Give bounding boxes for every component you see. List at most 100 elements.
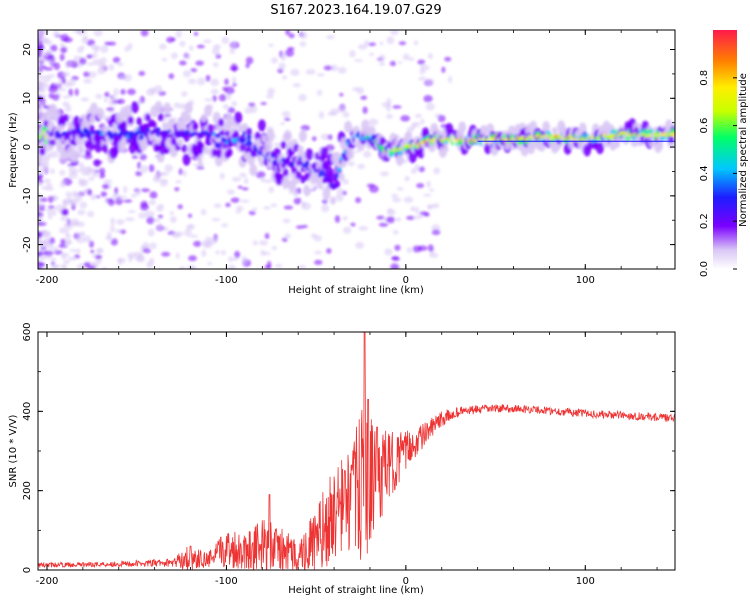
- spectrogram-noise-cell: [50, 257, 57, 262]
- spectrogram-noise-cell: [245, 56, 254, 65]
- spectrogram-ridge-cell: [320, 169, 325, 174]
- spectrogram-noise-cell: [326, 35, 335, 40]
- spectrogram-noise-cell: [394, 244, 401, 251]
- spectrogram-noise-cell: [231, 176, 241, 182]
- spectrogram-noise-cell: [418, 76, 427, 81]
- spectrogram-noise-cell: [245, 63, 250, 69]
- spectrogram-frame: [37, 29, 676, 270]
- spectrogram-noise-cell: [78, 45, 86, 50]
- spectrogram-noise-cell: [281, 237, 288, 242]
- spectrogram-noise-cell: [229, 47, 236, 55]
- spectrogram-ridge-cell: [249, 164, 258, 177]
- spectrogram-cells: [38, 30, 675, 269]
- spectrogram-ridge-cell: [96, 107, 105, 120]
- spectrogram-noise-cell: [392, 105, 402, 109]
- spectrogram-noise-cell: [86, 54, 93, 59]
- spectrogram-noise-cell: [173, 102, 181, 109]
- colorbar-tick-label: 0.6: [699, 118, 710, 134]
- spectrogram-ridge-cell: [89, 124, 95, 131]
- spectrogram-noise-cell: [244, 106, 252, 114]
- spectrogram-noise-cell: [161, 251, 171, 257]
- spectrogram-noise-cell: [280, 53, 287, 61]
- spectrogram-noise-cell: [427, 204, 433, 210]
- spectrogram-noise-cell: [402, 53, 410, 61]
- spectrogram-noise-cell: [140, 188, 151, 193]
- spectrogram-ridge-cell: [183, 133, 190, 142]
- spectrogram-noise-cell: [47, 59, 54, 64]
- spectrogram-ridge-cell: [281, 176, 290, 189]
- spectrogram-noise-cell: [232, 257, 239, 261]
- spectrogram-ridge-cell: [397, 149, 403, 156]
- spectrogram-noise-cell: [196, 165, 205, 170]
- spectrogram-noise-cell: [153, 85, 163, 94]
- spectrogram-noise-cell: [336, 188, 345, 197]
- spectrogram-noise-cell: [60, 216, 69, 222]
- spectrogram-noise-cell: [354, 149, 361, 153]
- spectrogram-noise-cell: [427, 53, 434, 60]
- spectrogram-noise-cell: [410, 167, 417, 175]
- spectrogram-ridge-cell: [201, 154, 210, 167]
- spectrogram-noise-cell: [226, 189, 235, 195]
- spectrogram-noise-cell: [215, 250, 220, 255]
- colorbar-tick-label: 0.2: [699, 213, 710, 229]
- spectrogram-noise-cell: [76, 248, 81, 254]
- spectrogram-noise-cell: [386, 113, 394, 119]
- spectrogram-noise-cell: [355, 197, 362, 204]
- spectrogram-noise-cell: [280, 122, 286, 126]
- spectrogram-noise-cell: [413, 40, 419, 46]
- spectrogram-ridge-cell: [41, 126, 47, 133]
- spectrogram-ridge-cell: [458, 121, 467, 134]
- colorbar-tick-label: 0.0: [699, 261, 710, 277]
- spectrogram-noise-cell: [384, 248, 393, 256]
- spectrogram-noise-cell: [72, 198, 79, 206]
- spectrogram-noise-cell: [123, 185, 128, 194]
- spectrogram-noise-cell: [268, 43, 274, 48]
- spectrogram-noise-cell: [232, 82, 237, 87]
- spectrogram-noise-cell: [179, 103, 187, 110]
- spectrogram-xtick-label: 0: [403, 275, 409, 286]
- spectrogram-noise-cell: [360, 95, 368, 100]
- spectrogram-noise-cell: [327, 134, 333, 141]
- spectrogram-noise-cell: [47, 195, 54, 203]
- spectrogram-noise-cell: [136, 255, 146, 263]
- spectrogram-noise-cell: [314, 250, 322, 255]
- spectrogram-noise-cell: [38, 199, 42, 207]
- spectrogram-noise-cell: [334, 215, 341, 223]
- spectrogram-noise-cell: [148, 164, 155, 173]
- snr-xtick-label: 100: [576, 576, 595, 587]
- spectrogram-noise-cell: [39, 248, 45, 253]
- spectrogram-noise-cell: [260, 102, 267, 106]
- spectrogram-noise-cell: [61, 199, 71, 204]
- spectrogram-noise-cell: [67, 256, 77, 261]
- spectrogram-xlabel: Height of straight line (km): [288, 285, 424, 296]
- spectrogram-noise-cell: [213, 44, 222, 50]
- spectrogram-noise-cell: [155, 204, 164, 212]
- spectrogram-noise-cell: [103, 179, 113, 184]
- spectrogram-noise-cell: [363, 150, 372, 158]
- spectrogram-ridge-cell: [263, 158, 270, 167]
- spectrogram-noise-cell: [177, 204, 183, 210]
- spectrogram-ridge-cell: [127, 116, 134, 125]
- spectrogram-noise-cell: [342, 111, 350, 118]
- spectrogram-noise-cell: [275, 263, 283, 268]
- spectrogram-noise-cell: [101, 266, 108, 269]
- spectrogram-noise-cell: [227, 256, 234, 262]
- spectrogram-noise-cell: [60, 46, 68, 54]
- spectrogram-noise-cell: [184, 228, 192, 237]
- spectrogram-noise-cell: [38, 52, 42, 58]
- spectrogram-noise-cell: [326, 248, 332, 254]
- spectrogram-noise-cell: [62, 95, 71, 99]
- spectrogram-ridge-cell: [283, 130, 292, 143]
- spectrogram-noise-cell: [52, 264, 61, 268]
- spectrogram-noise-cell: [264, 179, 272, 184]
- spectrogram-noise-cell: [71, 190, 78, 198]
- snr-series-line: [38, 332, 675, 570]
- snr-ticks: -200 -100 0 100 0 200 400 600: [22, 322, 675, 587]
- spectrogram-ridge-cell: [121, 120, 128, 129]
- spectrogram-noise-cell: [42, 104, 47, 109]
- spectrogram-noise-cell: [241, 187, 249, 191]
- spectrogram-noise-cell: [142, 248, 152, 254]
- spectrogram-noise-cell: [232, 66, 237, 73]
- colorbar-ticks: 0.0 0.2 0.4 0.6 0.8: [699, 70, 737, 277]
